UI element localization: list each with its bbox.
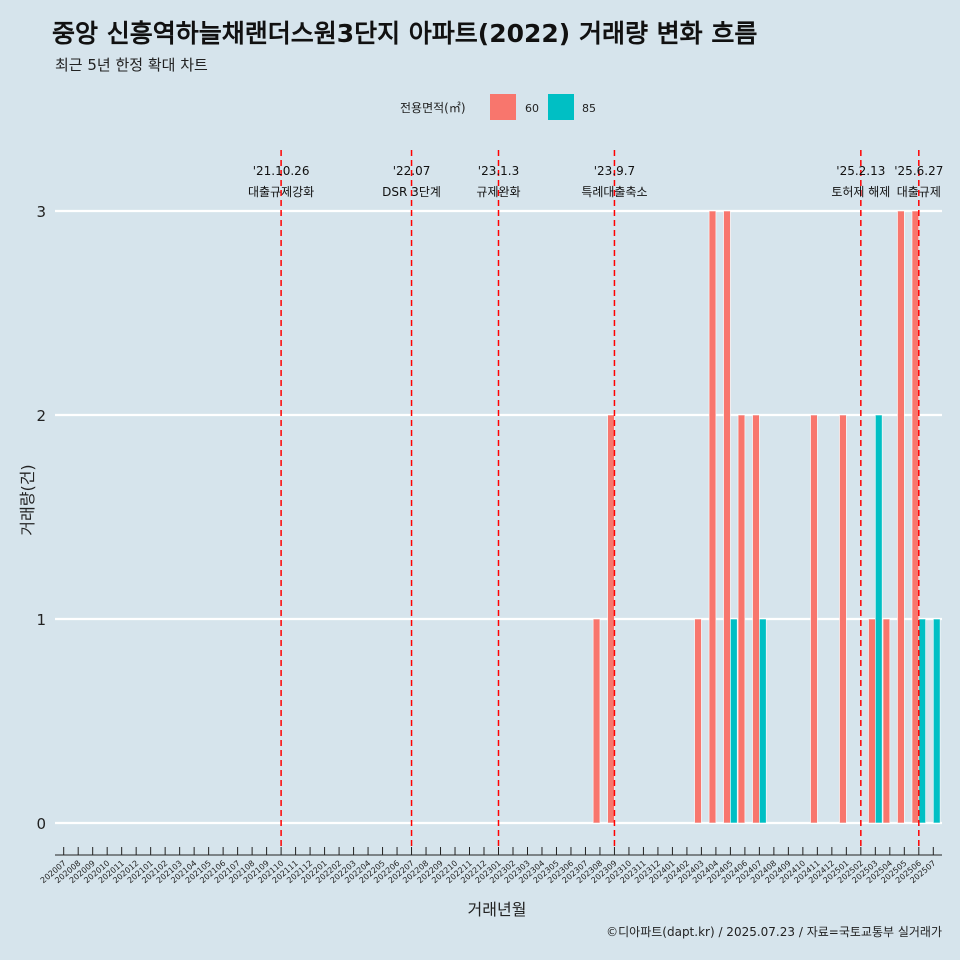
event-date-label: '21.10.26 [253, 164, 310, 178]
bar-85-202407 [759, 618, 767, 824]
legend-label-85: 85 [582, 102, 596, 115]
x-axis-title: 거래년월 [468, 900, 527, 919]
y-tick-label: 3 [36, 203, 46, 221]
bar-60-202403 [694, 618, 702, 824]
legend: 전용면적(㎡) 60 85 [400, 94, 596, 120]
event-name-label: 대출규제강화 [248, 185, 314, 199]
legend-label-60: 60 [525, 102, 539, 115]
event-date-label: '23.9.7 [594, 164, 635, 178]
caption: ©디아파트(dapt.kr) / 2025.07.23 / 자료=국토교통부 실… [606, 925, 942, 939]
event-name-label: 대출규제 [897, 185, 941, 199]
chart-subtitle: 최근 5년 한정 확대 차트 [55, 56, 208, 74]
bar-85-202506 [918, 618, 926, 824]
bar-60-202503 [868, 618, 876, 824]
bar-60-202309 [607, 414, 615, 824]
bar-60-202404 [708, 210, 717, 824]
event-date-label: '22.07 [393, 164, 431, 178]
event-name-label: 규제완화 [476, 185, 520, 199]
legend-swatch-60 [490, 94, 516, 120]
event-markers: '21.10.26 대출규제강화 '22.07 DSR 3단계 '23.1.3 규제완화 '… [248, 150, 943, 850]
bar-60-202405 [723, 210, 731, 824]
bar-60-202504 [882, 618, 891, 824]
bar-85-202507 [933, 618, 941, 824]
event-name-label: 토허제 해제 [831, 185, 890, 199]
event-name-label: DSR 3단계 [382, 185, 441, 199]
y-tick-label: 2 [36, 407, 46, 425]
bar-60-202308 [592, 618, 601, 824]
bar-60-202501 [839, 414, 847, 824]
event-date-label: '25.2.13 [836, 164, 885, 178]
bar-85-202503 [875, 414, 883, 824]
y-tick-label: 0 [36, 815, 46, 833]
y-tick-label: 1 [36, 611, 46, 629]
x-axis: 2020072020082020092020102020112020122021… [39, 847, 942, 885]
bar-60-202506 [911, 210, 920, 824]
bars [592, 210, 941, 824]
event-date-label: '25.6.27 [894, 164, 943, 178]
y-axis-title: 거래량(건) [18, 464, 37, 535]
bar-85-202405 [730, 618, 738, 824]
legend-title: 전용면적(㎡) [400, 101, 466, 115]
legend-swatch-85 [548, 94, 574, 120]
bar-60-202407 [752, 414, 760, 824]
event-name-label: 특례대출축소 [581, 185, 647, 199]
bar-60-202406 [737, 414, 746, 824]
y-axis: 0 1 2 3 [36, 203, 46, 833]
event-date-label: '23.1.3 [478, 164, 519, 178]
bar-60-202505 [897, 210, 905, 824]
chart-title: 중앙 신흥역하늘채랜더스원3단지 아파트(2022) 거래량 변화 흐름 [52, 19, 757, 48]
bar-60-202411 [810, 414, 818, 824]
